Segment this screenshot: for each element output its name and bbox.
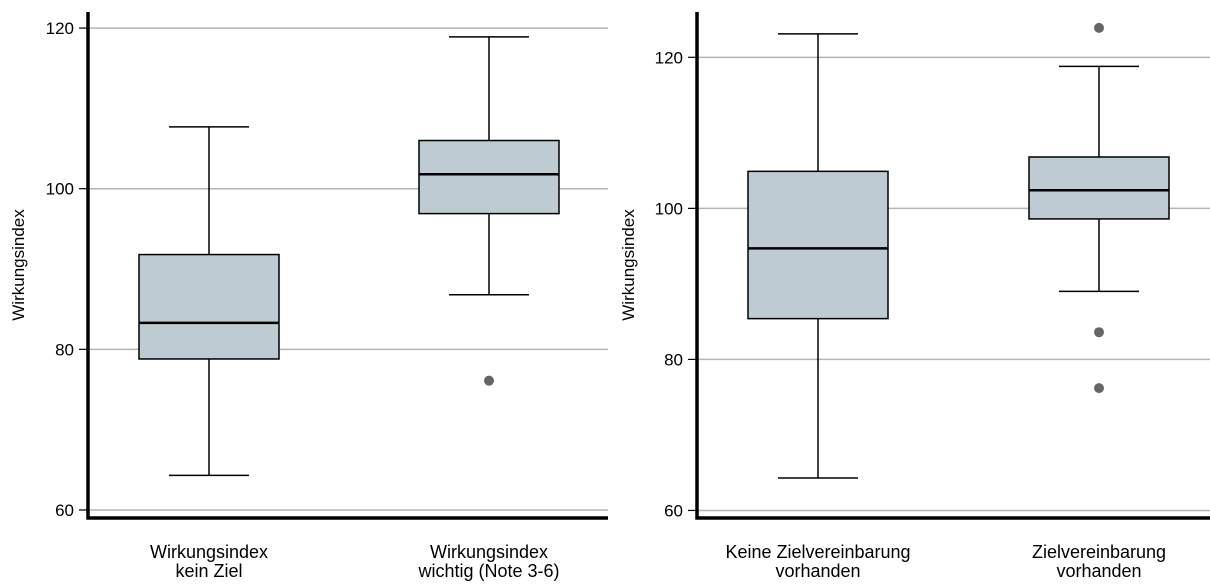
y-tick-label: 120: [46, 19, 74, 38]
x-tick-label-line: Keine Zielvereinbarung: [725, 542, 910, 562]
x-tick-label-line: vorhanden: [775, 561, 860, 581]
x-tick-label: Keine Zielvereinbarung vorhanden: [725, 542, 910, 581]
x-tick-label-line: Wirkungsindex: [430, 542, 548, 562]
y-tick-label: 80: [664, 350, 683, 369]
box-iqr: [747, 170, 889, 320]
outlier-point: [1094, 383, 1104, 394]
box-iqr: [1028, 156, 1170, 220]
y-tick-label: 60: [55, 501, 74, 520]
x-tick-label-line: vorhanden: [1056, 561, 1141, 581]
x-tick-label-line: kein Ziel: [175, 561, 242, 581]
y-tick-label: 100: [46, 180, 74, 199]
x-tick-label-line: Zielvereinbarung: [1032, 542, 1166, 562]
chart-right: 60 80 100 120 Wirkungsindex Keine Zielvereinb…: [619, 12, 1210, 581]
y-tick-label: 120: [655, 48, 683, 67]
y-axis-title: Wirkungsindex: [619, 209, 638, 321]
outlier-point: [1094, 22, 1104, 33]
x-tick-label: Zielvereinbarung vorhanden: [1032, 542, 1166, 581]
outlier-point: [484, 375, 494, 386]
box-iqr: [418, 139, 560, 215]
x-tick-label: Wirkungsindex wichtig (Note 3-6): [417, 542, 559, 581]
outlier-point: [1094, 327, 1104, 338]
y-tick-label: 60: [664, 501, 683, 520]
x-tick-label-line: Wirkungsindex: [150, 542, 268, 562]
y-tick-label: 100: [655, 199, 683, 218]
x-tick-label-line: wichtig (Note 3-6): [417, 561, 559, 581]
y-axis-title: Wirkungsindex: [9, 209, 28, 321]
box-iqr: [138, 253, 280, 360]
x-tick-label: Wirkungsindex kein Ziel: [150, 542, 268, 581]
y-tick-label: 80: [55, 340, 74, 359]
